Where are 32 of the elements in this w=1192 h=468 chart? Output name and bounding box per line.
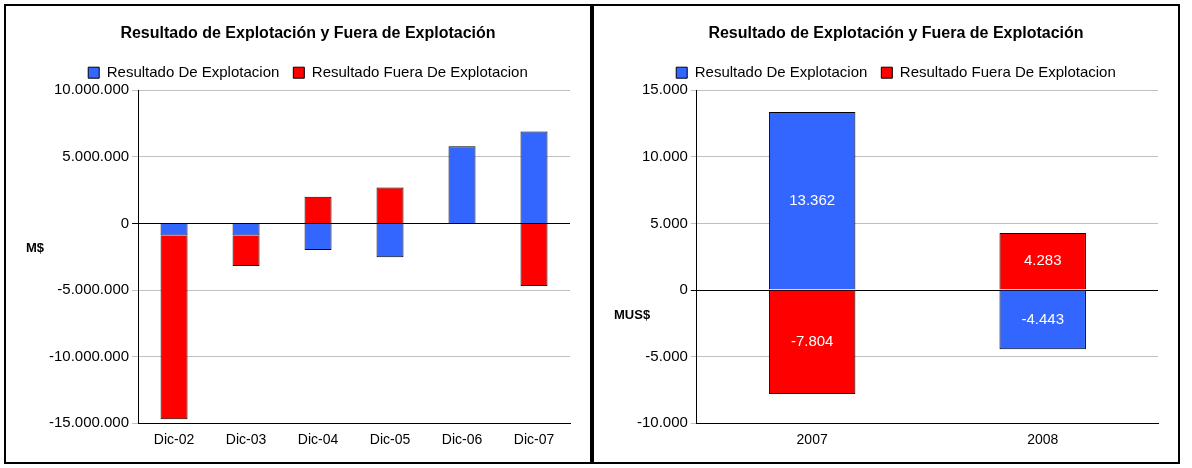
y-tick-label: 10.000.000 [53, 80, 130, 98]
x-tick-label: 2007 [796, 431, 828, 448]
chart-title: Resultado de Explotación y Fuera de Explotación [708, 24, 1084, 42]
data-label: 13.362 [789, 190, 836, 208]
legend-label: Resultado De Explotacion [106, 62, 280, 80]
x-tick-label: Dic-04 [297, 431, 339, 448]
y-tick-label: 0 [120, 213, 130, 231]
legend-label: Resultado De Explotacion [694, 62, 868, 80]
x-tick-label: 2008 [1027, 431, 1059, 448]
x-tick-label: Dic-03 [225, 431, 267, 448]
y-tick-label: 5.000 [650, 213, 688, 231]
y-tick-label: -10.000.000 [48, 346, 130, 364]
y-tick-label: -5.000 [645, 346, 688, 364]
legend-label: Resultado Fuera De Explotacion [311, 62, 528, 80]
x-tick-label: Dic-02 [153, 431, 195, 448]
y-tick-label: -5.000.000 [57, 280, 130, 298]
legend-label: Resultado Fuera De Explotacion [899, 62, 1116, 80]
y-tick-label: 0 [679, 280, 688, 298]
y-tick-label: 5.000.000 [62, 146, 130, 164]
chart-title: Resultado de Explotación y Fuera de Explotación [120, 24, 496, 42]
y-tick-label: -10.000 [637, 413, 688, 431]
x-tick-label: Dic-05 [369, 431, 411, 448]
y-tick-label: -15.000.000 [48, 413, 130, 431]
y-tick-label: 10.000 [641, 146, 688, 164]
x-tick-label: Dic-07 [513, 431, 555, 448]
data-label: 4.283 [1023, 251, 1062, 269]
data-label: -7.804 [790, 332, 834, 350]
y-tick-label: 15.000 [641, 80, 688, 98]
data-label: -4.443 [1021, 309, 1064, 327]
x-tick-label: Dic-06 [441, 431, 483, 448]
y-axis-title: MUS$ [614, 306, 651, 322]
y-axis-title: M$ [26, 239, 45, 255]
